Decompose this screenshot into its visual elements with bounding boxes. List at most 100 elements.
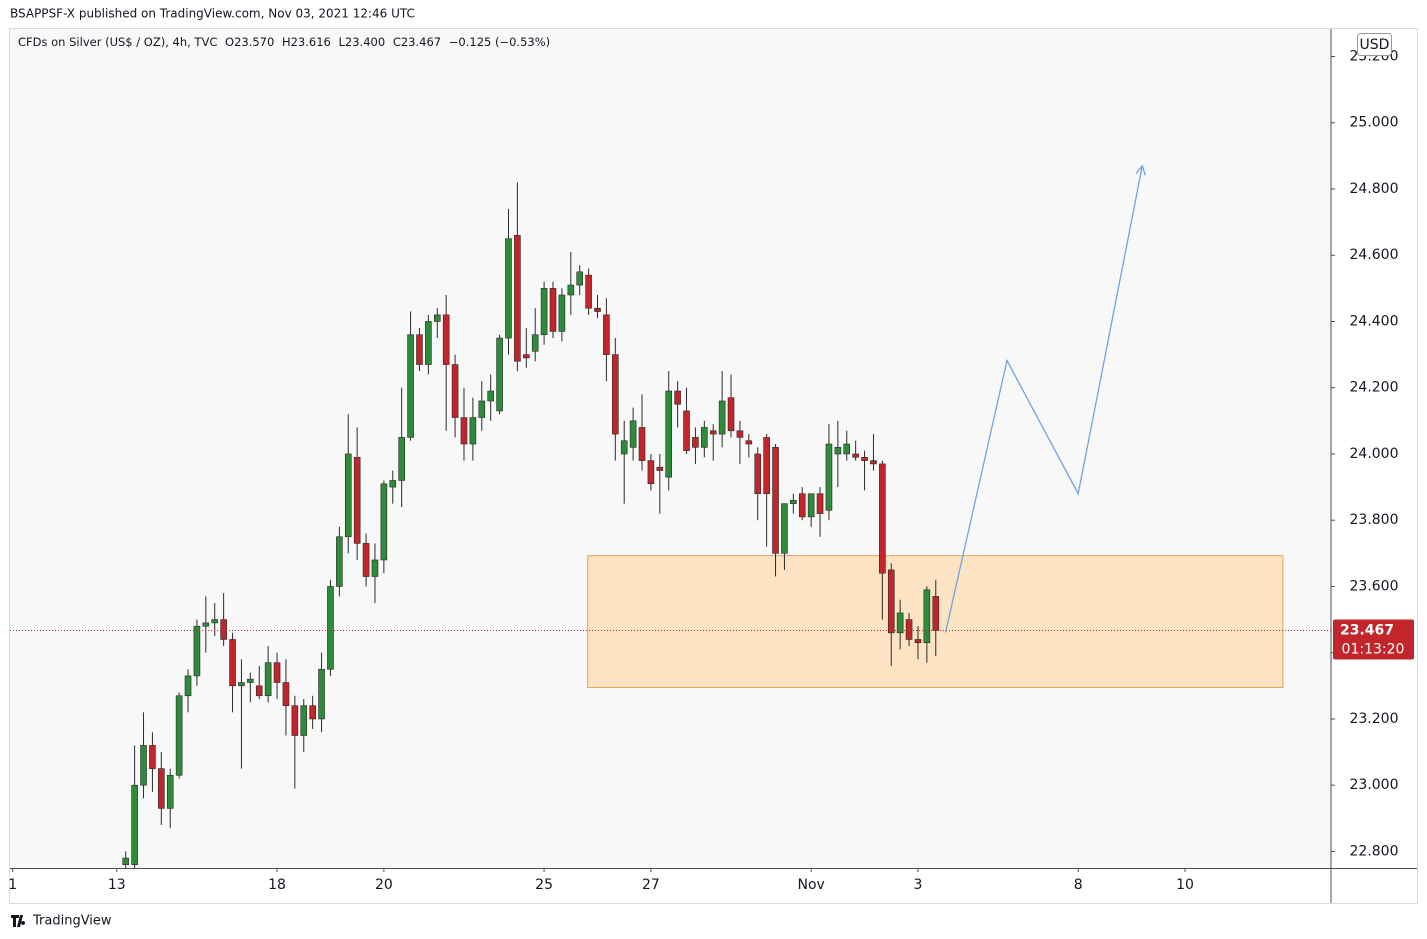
candle-body: [879, 463, 886, 574]
candle-body: [184, 675, 192, 697]
candle-body: [425, 321, 432, 365]
x-tick-label: 20: [375, 877, 393, 893]
candle-body: [175, 695, 183, 776]
x-tick-label: 13: [108, 877, 126, 893]
candle-body: [496, 337, 503, 412]
candle-body: [300, 705, 308, 736]
y-tick-label: 24.600: [1350, 247, 1399, 263]
candle-body: [264, 662, 272, 697]
y-tick-label: 23.200: [1350, 711, 1399, 727]
candle-body: [531, 334, 539, 352]
candle-body: [318, 668, 325, 720]
y-tick-label: 23.600: [1350, 578, 1399, 594]
candle-body: [362, 543, 370, 577]
legend-close: C23.467: [393, 35, 441, 49]
candle-body: [870, 460, 877, 465]
last-price-tag: [1333, 619, 1414, 660]
candle-body: [140, 745, 147, 786]
publish-info: BSAPPSF-X published on TradingView.com, …: [10, 7, 415, 21]
y-tick-label: 24.800: [1350, 181, 1399, 197]
candle-body: [558, 294, 566, 332]
symbol-legend: CFDs on Silver (US$ / OZ), 4h, TVC O23.5…: [18, 35, 550, 49]
candle-body: [736, 430, 744, 438]
footer-brand: TradingView: [32, 914, 112, 929]
y-tick-label: 24.200: [1350, 380, 1399, 396]
candle-body: [291, 705, 299, 736]
candle-body: [585, 274, 592, 309]
candle-body: [540, 288, 548, 336]
candle-body: [887, 569, 895, 634]
candle-body: [594, 307, 601, 312]
candle-body: [932, 596, 940, 631]
candle-body: [460, 417, 468, 445]
candle-body: [522, 354, 530, 359]
candle-body: [603, 314, 610, 355]
candle-body: [229, 639, 236, 687]
candle-body: [674, 390, 681, 405]
x-tick-label: 25: [535, 877, 553, 893]
candle-body: [914, 639, 922, 644]
candle-body: [149, 745, 156, 769]
chart-panel: [9, 28, 1418, 904]
candle-body: [798, 493, 806, 518]
y-tick-label: 22.800: [1350, 843, 1399, 859]
candle-body: [709, 430, 717, 435]
candle-body: [336, 536, 343, 587]
plot: [10, 164, 1331, 868]
candle-body: [692, 437, 699, 448]
candle-body: [683, 410, 690, 451]
candle-body: [380, 483, 388, 561]
candle-body: [451, 364, 459, 418]
candle-body: [843, 443, 851, 455]
time-axis-bg: [10, 868, 1331, 903]
candle-body: [665, 390, 673, 478]
candle-body: [353, 456, 361, 544]
candle-body: [647, 460, 655, 485]
price-axis-bg: [1331, 29, 1417, 903]
candle-body: [407, 334, 414, 438]
candle-body: [567, 284, 575, 296]
candle-body: [505, 238, 512, 339]
x-tick-label: 1: [8, 877, 17, 893]
candle-body: [487, 390, 494, 402]
candle-body: [852, 453, 859, 458]
legend-open: O23.570: [225, 35, 274, 49]
candle-body: [327, 586, 334, 670]
countdown-label: 01:13:20: [1342, 642, 1405, 658]
y-tick-label: 23.000: [1350, 777, 1399, 793]
candle-body: [861, 456, 868, 461]
candle-body: [825, 443, 833, 511]
candle-body: [158, 768, 165, 809]
candle-body: [745, 440, 753, 445]
candle-body: [478, 400, 486, 418]
projection-arrowhead: [1135, 164, 1146, 176]
y-tick-label: 24.000: [1350, 446, 1399, 462]
tv-logo: [11, 915, 26, 927]
candle-body: [247, 678, 254, 683]
y-tick-label: 23.800: [1350, 512, 1399, 528]
currency-button[interactable]: [1357, 33, 1392, 56]
candle-body: [576, 271, 584, 286]
candle-body: [389, 480, 397, 488]
candle-body: [549, 288, 557, 332]
x-tick-label: 18: [268, 877, 286, 893]
x-tick-label: 8: [1074, 877, 1083, 893]
x-tick-label: 10: [1176, 877, 1194, 893]
candle-body: [398, 437, 405, 481]
currency-label[interactable]: USD: [1360, 37, 1390, 53]
candle-body: [807, 493, 815, 518]
candle-body: [416, 334, 423, 365]
candle-body: [727, 397, 735, 432]
candle-body: [718, 400, 726, 435]
candle-body: [122, 857, 130, 865]
candle-body: [433, 314, 441, 322]
candle-body: [220, 619, 227, 640]
candle-body: [781, 503, 788, 554]
candle-body: [344, 453, 352, 538]
symbol: CFDs on Silver (US$ / OZ), 4h, TVC: [18, 35, 217, 49]
candle-body: [620, 440, 628, 455]
candle-body: [309, 705, 316, 720]
x-tick-label: 3: [914, 877, 923, 893]
